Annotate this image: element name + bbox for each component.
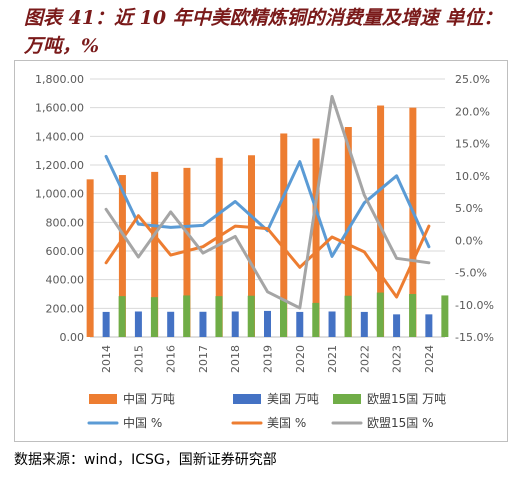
bar xyxy=(393,314,401,337)
legend-label: 美国 % xyxy=(267,416,306,430)
bar xyxy=(118,296,126,337)
bar xyxy=(134,311,142,337)
bar xyxy=(312,302,320,337)
bar xyxy=(86,179,94,337)
y-left-tick-label: 600.00 xyxy=(46,245,85,258)
x-tick-label: 2015 xyxy=(132,345,145,373)
x-tick-label: 2022 xyxy=(358,345,371,373)
bar xyxy=(344,295,352,337)
bar xyxy=(360,311,368,337)
x-tick-label: 2021 xyxy=(326,345,339,373)
chart-svg: 0.00 200.00 400.00 600.00 800.00 1,000.00 1,20… xyxy=(35,73,494,430)
bar xyxy=(183,295,191,337)
y-left-tick-label: 1,600.00 xyxy=(35,102,84,115)
series-line xyxy=(104,94,431,310)
bar xyxy=(409,107,417,337)
series-line xyxy=(104,214,431,299)
bar xyxy=(199,311,207,337)
x-tick-label: 2024 xyxy=(423,345,436,373)
legend-label: 中国 % xyxy=(123,415,162,430)
x-tick-label: 2017 xyxy=(197,345,210,373)
y-left-tick-label: 0.00 xyxy=(60,331,85,344)
legend-swatch xyxy=(89,394,117,404)
legend-label: 美国 万吨 xyxy=(267,392,319,406)
bar xyxy=(118,175,126,337)
x-tick-label: 2023 xyxy=(391,345,404,373)
y-right-tick-label: 10.0% xyxy=(455,170,490,183)
bar xyxy=(425,314,433,337)
y-right-tick-label: 25.0% xyxy=(455,73,490,86)
legend-swatch xyxy=(233,394,261,404)
bar xyxy=(215,296,223,337)
y-left-tick-label: 400.00 xyxy=(46,274,85,287)
y-right-tick-label: -5.0% xyxy=(455,267,487,280)
bar xyxy=(215,157,223,337)
x-tick-label: 2014 xyxy=(100,345,113,373)
bar xyxy=(296,311,304,337)
bar xyxy=(441,295,449,337)
y-right-tick-label: 20.0% xyxy=(455,105,490,118)
bar xyxy=(377,105,385,337)
chart-title: 图表 41：近 10 年中美欧精炼铜的消费量及增速 单位：万吨，% xyxy=(24,7,503,57)
bar xyxy=(151,171,159,337)
chart-frame: 0.00 200.00 400.00 600.00 800.00 1,000.00 1,20… xyxy=(14,60,508,442)
bar xyxy=(264,310,271,337)
y-right-tick-label: 5.0% xyxy=(455,202,483,215)
x-tick-label: 2016 xyxy=(165,345,178,373)
y-left-tick-label: 1,800.00 xyxy=(35,73,84,86)
legend-label: 中国 万吨 xyxy=(123,391,175,406)
bar xyxy=(231,311,239,337)
y-left-tick-label: 1,400.00 xyxy=(35,130,84,143)
y-right-tick-label: 15.0% xyxy=(455,138,490,151)
bar xyxy=(376,292,384,337)
y-right-tick-label: 0.0% xyxy=(455,234,483,247)
y-right-tick-label: -10.0% xyxy=(455,299,494,312)
bar xyxy=(183,167,191,337)
bar xyxy=(280,133,288,337)
y-left-tick-label: 200.00 xyxy=(46,302,85,315)
bar xyxy=(280,299,287,337)
bar xyxy=(150,297,158,337)
legend-label: 欧盟15国 万吨 xyxy=(367,392,446,406)
bar xyxy=(248,155,255,337)
x-tick-label: 2019 xyxy=(262,345,275,373)
y-right-tick-label: -15.0% xyxy=(455,331,494,344)
bar xyxy=(247,295,255,337)
x-tick-label: 2020 xyxy=(294,345,307,373)
y-left-tick-label: 800.00 xyxy=(46,216,85,229)
legend-label: 欧盟15国 % xyxy=(367,416,434,430)
y-left-tick-label: 1,200.00 xyxy=(35,159,84,172)
x-tick-label: 2018 xyxy=(229,345,242,373)
bar xyxy=(328,311,336,337)
y-left-tick-label: 1,000.00 xyxy=(35,188,84,201)
bar xyxy=(102,311,110,337)
legend-swatch xyxy=(333,394,361,404)
source-note: 数据来源：wind，ICSG，国新证券研究部 xyxy=(14,452,277,468)
bar xyxy=(409,294,417,337)
bar xyxy=(312,138,320,337)
bar xyxy=(167,311,175,337)
